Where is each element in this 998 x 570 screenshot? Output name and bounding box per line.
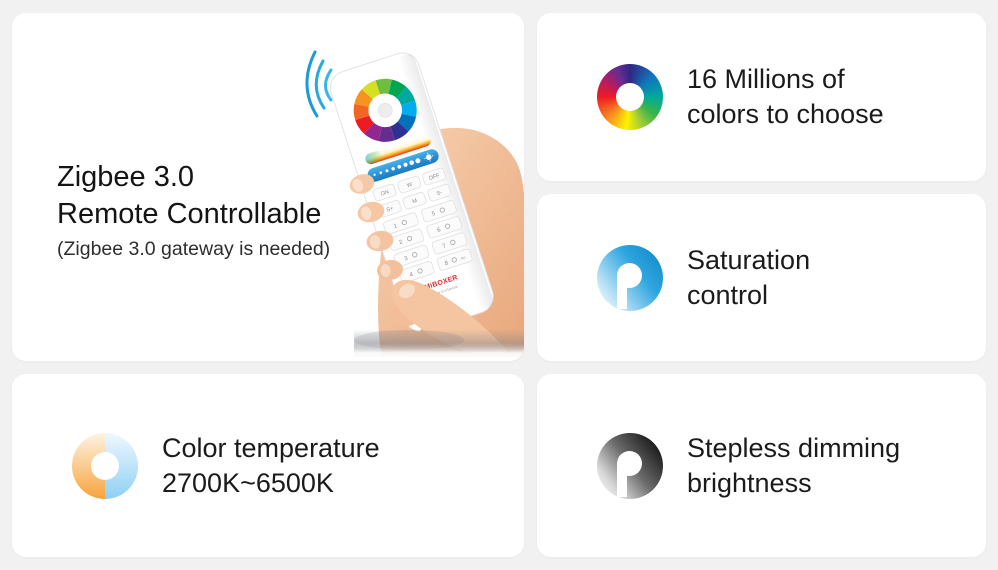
zone-4-label: 4: [409, 272, 415, 279]
feature-line2: colors to choose: [687, 99, 884, 129]
feature-text-colors: 16 Millions of colors to choose: [687, 62, 884, 132]
zone-8-label: 8: [444, 260, 450, 267]
remote-off-button-label: OFF: [428, 173, 441, 182]
remote-in-hand-photo: ON W OFF S+ M S-: [305, 50, 524, 357]
rgb-color-wheel-icon: [597, 64, 663, 130]
feature-card-dimming: Stepless dimming brightness: [537, 374, 986, 557]
remote-zone-buttons: 1 5 2 6 3 7 4 8 ALL: [383, 200, 473, 284]
left-column: Zigbee 3.0 Remote Controllable (Zigbee 3…: [12, 13, 524, 557]
hero-card: Zigbee 3.0 Remote Controllable (Zigbee 3…: [12, 13, 524, 361]
feature-line2: brightness: [687, 467, 812, 498]
right-column: 16 Millions of colors to choose Saturati…: [537, 13, 986, 557]
feature-line1: Saturation: [687, 244, 811, 275]
zone-2-label: 2: [398, 239, 404, 246]
hero-title-line2: Remote Controllable: [57, 198, 322, 230]
zone-5-label: 5: [431, 211, 437, 218]
remote-cct-slider: [365, 135, 431, 165]
color-temperature-icon: [72, 432, 138, 499]
remote-white-button-label: W: [406, 182, 414, 190]
feature-line1: 16 Millions of: [687, 64, 845, 94]
hero-text-block: Zigbee 3.0 Remote Controllable (Zigbee 3…: [57, 159, 330, 262]
feature-card-saturation: Saturation control: [537, 194, 986, 361]
remote-color-wheel: [353, 78, 417, 142]
remote-sat-up-label: S+: [386, 206, 394, 214]
feature-line2: control: [687, 279, 769, 310]
remote-sat-down-label: S-: [436, 190, 443, 197]
feature-text-saturation: Saturation control: [687, 243, 810, 313]
zone-7-label: 7: [442, 243, 448, 250]
sun-icon: [424, 152, 434, 162]
feature-card-color-temperature: Color temperature 2700K~6500K: [12, 374, 524, 557]
zone-6-label: 6: [436, 227, 442, 234]
feature-text-dimming: Stepless dimming brightness: [687, 431, 900, 501]
feature-card-colors: 16 Millions of colors to choose: [537, 13, 986, 181]
zone-3-label: 3: [404, 256, 410, 263]
feature-line1: Color temperature: [162, 432, 380, 463]
hero-title: Zigbee 3.0 Remote Controllable: [57, 159, 330, 233]
dimming-brightness-icon: [597, 432, 663, 499]
zone-all-label: ALL: [460, 255, 467, 261]
feature-line1: Stepless dimming: [687, 432, 901, 463]
remote-mode-label: M: [412, 198, 419, 205]
hand-bottom-shadow: [354, 329, 524, 357]
remote-on-button-label: ON: [380, 189, 390, 197]
remote-brightness-slider: [367, 149, 439, 182]
feature-line2: 2700K~6500K: [162, 467, 334, 498]
remote-control-buttons: ON W OFF S+ M S-: [372, 167, 452, 218]
hero-subtitle: (Zigbee 3.0 gateway is needed): [57, 238, 331, 260]
hero-title-line1: Zigbee 3.0: [57, 161, 195, 193]
signal-waves-icon: [305, 50, 333, 118]
zone-1-label: 1: [393, 223, 399, 230]
wheel-center-button: [377, 102, 393, 118]
remote-control: ON W OFF S+ M S-: [329, 52, 494, 332]
feature-text-color-temperature: Color temperature 2700K~6500K: [162, 431, 380, 501]
saturation-icon: [597, 244, 663, 311]
